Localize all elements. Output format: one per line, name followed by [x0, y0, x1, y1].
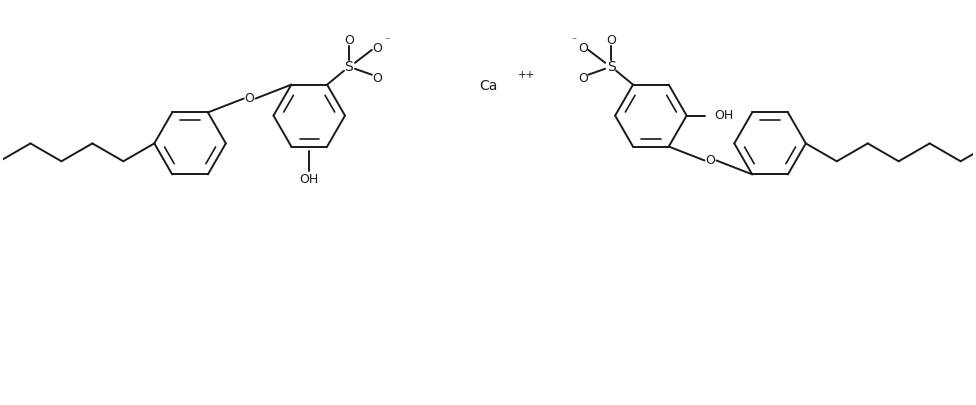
- Text: S: S: [345, 60, 353, 74]
- Text: OH: OH: [300, 173, 319, 185]
- Text: O: O: [579, 43, 589, 55]
- Text: Ca: Ca: [479, 79, 497, 93]
- Text: ⁻: ⁻: [385, 36, 389, 46]
- Text: O: O: [245, 92, 255, 105]
- Text: O: O: [344, 34, 354, 47]
- Text: S: S: [607, 60, 616, 74]
- Text: O: O: [579, 72, 589, 85]
- Text: ++: ++: [518, 70, 535, 80]
- Text: ⁻: ⁻: [571, 36, 576, 46]
- Text: O: O: [706, 154, 715, 167]
- Text: OH: OH: [714, 109, 734, 122]
- Text: O: O: [372, 43, 382, 55]
- Text: O: O: [606, 34, 616, 47]
- Text: O: O: [372, 72, 382, 85]
